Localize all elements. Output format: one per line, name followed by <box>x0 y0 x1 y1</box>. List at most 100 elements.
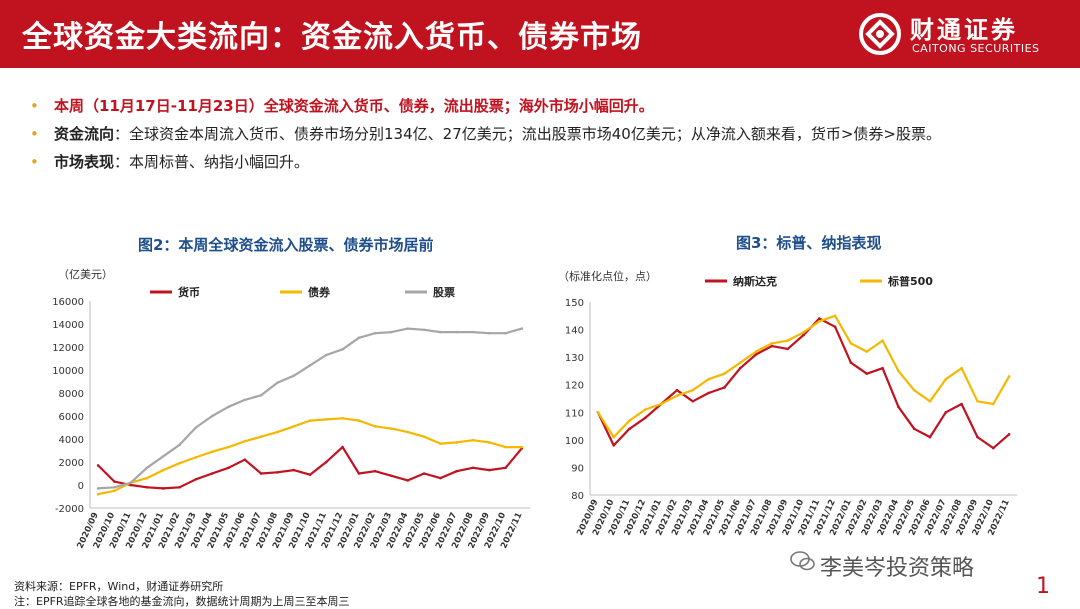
data-point <box>504 331 507 335</box>
data-point <box>960 402 963 406</box>
y-tick-label: 110 <box>565 408 584 419</box>
data-point <box>292 374 296 378</box>
data-point <box>487 331 491 335</box>
data-point <box>96 492 100 496</box>
bullet-fund-flow: • 资金流向：全球资金本周流入货币、债券市场分别134亿、27亿美元；流出股票市… <box>30 120 1060 148</box>
data-point <box>675 388 679 392</box>
chart1-title: 图2：本周全球资金流入股票、债券市场居前 <box>138 236 434 254</box>
series-line-2 <box>98 327 523 490</box>
data-point <box>991 446 995 450</box>
legend-label: 纳斯达克 <box>733 276 777 288</box>
data-point <box>675 394 679 398</box>
series-line-0 <box>97 446 523 490</box>
data-point <box>960 366 963 370</box>
y-tick-label: 2000 <box>59 458 84 469</box>
data-point <box>802 333 805 337</box>
data-point <box>243 398 247 402</box>
data-point <box>292 425 296 428</box>
data-point <box>849 361 853 364</box>
y-tick-label: 14000 <box>52 320 84 331</box>
data-point <box>865 372 869 375</box>
data-point <box>644 408 647 411</box>
data-point <box>373 469 377 473</box>
data-point <box>390 474 393 478</box>
data-point <box>928 399 932 403</box>
data-point <box>96 464 100 467</box>
data-point <box>928 435 932 439</box>
bullet-summary-text: 本周（11月17日-11月23日）全球资金流入货币、债券，流出股票；海外市场小幅… <box>54 97 654 115</box>
data-point <box>912 388 916 392</box>
data-point <box>341 445 344 449</box>
data-point <box>471 330 475 334</box>
bullet-summary: • 本周（11月17日-11月23日）全球资金流入货币、债券，流出股票；海外市场… <box>30 92 1060 120</box>
data-point <box>691 388 695 392</box>
data-point <box>324 460 328 464</box>
data-point <box>520 445 524 449</box>
chart2-unit: （标准化点位，点） <box>558 270 657 283</box>
data-point <box>227 445 230 449</box>
y-tick-label: 120 <box>565 381 584 392</box>
data-point <box>194 477 198 481</box>
y-tick-label: 0 <box>78 481 84 492</box>
watermark-text: 李美岑投资策略 <box>820 556 975 581</box>
data-point <box>406 327 410 330</box>
y-tick-label: 150 <box>565 298 584 309</box>
data-point <box>659 402 663 406</box>
y-tick-label: 90 <box>571 463 584 474</box>
data-point <box>818 320 821 323</box>
data-point <box>162 487 165 490</box>
data-point <box>145 476 149 480</box>
source-note: 资料来源：EPFR，Wind，财通证券研究所 <box>14 580 224 593</box>
page-number: 1 <box>1036 574 1050 599</box>
data-point <box>504 466 507 470</box>
data-point <box>276 430 279 434</box>
header-bar: 全球资金大类流向：资金流入货币、债券市场 财通证券 CAITONG SECURI… <box>0 0 1080 68</box>
data-point <box>976 435 979 439</box>
bullet-fund-flow-head: 资金流向 <box>54 125 115 143</box>
data-point <box>818 317 821 320</box>
legend-label: 债券 <box>308 285 331 299</box>
data-point <box>145 486 149 489</box>
data-point <box>786 339 789 342</box>
footnote: 注：EPFR追踪全球各地的基金流向，数据统计周期为上周三至本周三 <box>14 595 350 608</box>
chart2-title: 图3：标普、纳指表现 <box>736 234 882 252</box>
data-point <box>487 441 491 444</box>
data-point <box>439 330 442 334</box>
data-point <box>341 348 344 351</box>
y-tick-label: 130 <box>565 353 584 364</box>
bullet-dot-icon: • <box>30 125 39 143</box>
data-point <box>422 435 426 438</box>
logo-name: 财通证券 <box>910 16 1018 44</box>
data-point <box>691 399 695 403</box>
bullet-fund-flow-text: ：全球资金本周流入货币、债券市场分别134亿、27亿美元；流出股票市场40亿美元… <box>114 125 941 143</box>
legend-label: 标普500 <box>887 276 933 288</box>
data-point <box>897 405 900 409</box>
data-point <box>1007 375 1011 378</box>
data-point <box>194 426 198 429</box>
data-point <box>471 438 475 442</box>
data-point <box>786 347 789 351</box>
data-point <box>113 486 116 489</box>
data-point <box>210 450 214 453</box>
data-point <box>612 444 616 447</box>
data-point <box>145 466 149 470</box>
data-point <box>738 361 742 364</box>
y-tick-label: 6000 <box>59 412 84 423</box>
data-point <box>976 399 979 403</box>
data-point <box>707 377 710 381</box>
data-point <box>707 391 710 395</box>
data-point <box>276 381 279 384</box>
data-point <box>357 419 361 422</box>
watermark: 李美岑投资策略 <box>790 550 975 582</box>
legend-label: 股票 <box>433 286 455 299</box>
data-point <box>754 350 758 353</box>
data-point <box>738 366 742 370</box>
data-point <box>292 468 296 472</box>
bullet-dot-icon: • <box>30 153 39 171</box>
summary-bullets: • 本周（11月17日-11月23日）全球资金流入货币、债券，流出股票；海外市场… <box>30 92 1060 176</box>
y-tick-label: -2000 <box>55 504 84 515</box>
data-point <box>881 339 884 342</box>
data-point <box>259 394 263 397</box>
y-tick-label: 140 <box>565 326 584 337</box>
logo-english: CAITONG SECURITIES <box>912 42 1040 55</box>
